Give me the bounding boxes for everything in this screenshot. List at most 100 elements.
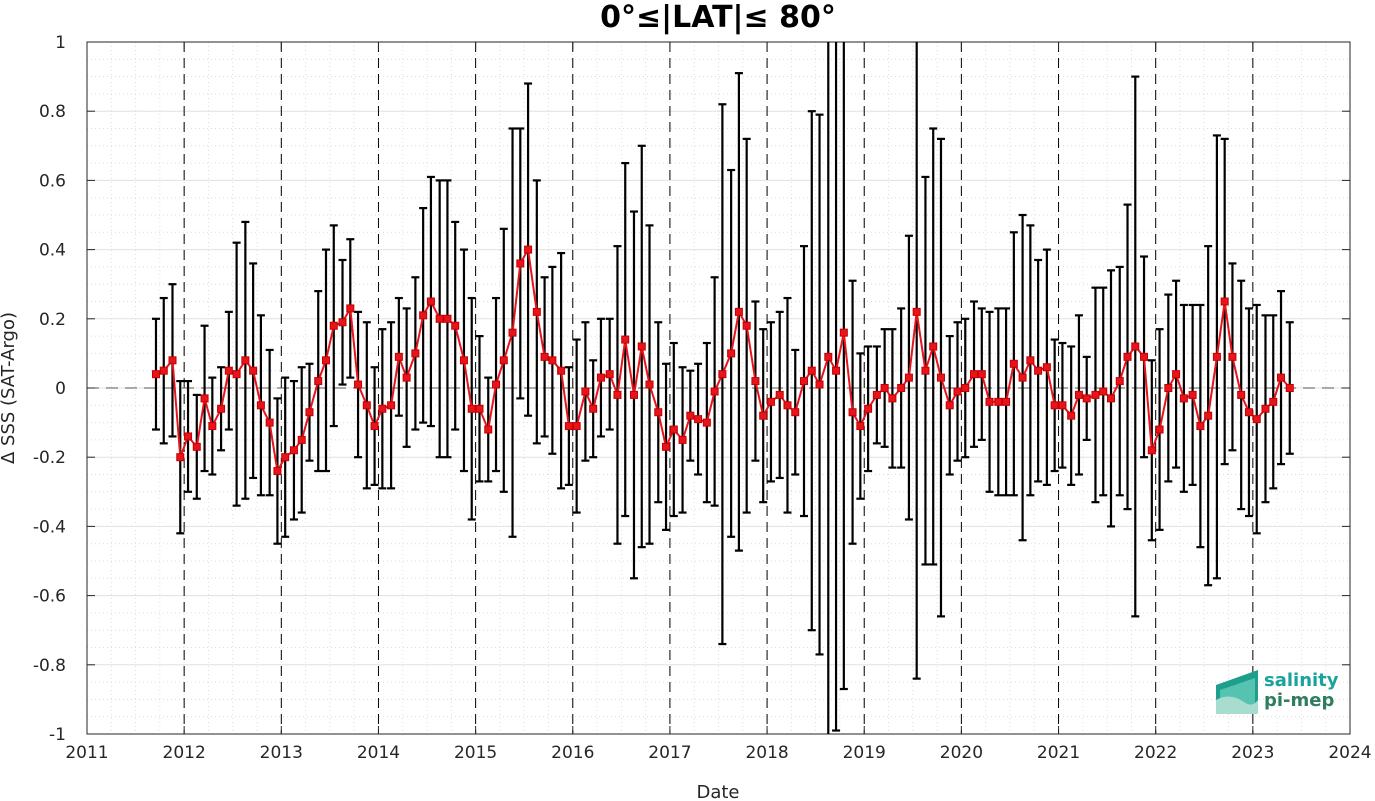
data-point-marker xyxy=(1026,356,1035,365)
x-axis-label: Date xyxy=(696,782,739,801)
data-point-marker xyxy=(921,366,930,375)
x-tick-label: 2018 xyxy=(745,743,788,763)
x-tick-label: 2019 xyxy=(843,743,886,763)
y-tick-label: -1 xyxy=(49,725,66,745)
data-point-marker xyxy=(629,390,638,399)
data-point-marker xyxy=(492,380,501,389)
data-point-marker xyxy=(1067,411,1076,420)
data-point-marker xyxy=(581,387,590,396)
data-point-marker xyxy=(1099,387,1108,396)
data-point-marker xyxy=(832,366,841,375)
data-point-marker xyxy=(314,377,323,386)
y-tick-label: 0.8 xyxy=(39,102,66,122)
data-point-marker xyxy=(1155,425,1164,434)
data-point-marker xyxy=(499,356,508,365)
data-point-marker xyxy=(1212,352,1221,361)
y-tick-label: 0.2 xyxy=(39,310,66,330)
data-point-marker xyxy=(387,401,396,410)
data-point-marker xyxy=(192,442,201,451)
data-point-marker xyxy=(1050,401,1059,410)
data-point-marker xyxy=(1277,373,1286,382)
data-point-marker xyxy=(1115,377,1124,386)
data-point-marker xyxy=(936,373,945,382)
data-point-marker xyxy=(540,352,549,361)
data-point-marker xyxy=(1140,352,1149,361)
data-point-marker xyxy=(1034,366,1043,375)
data-point-marker xyxy=(1228,352,1237,361)
data-point-marker xyxy=(589,404,598,413)
logo-text-pi-mep: pi-mep xyxy=(1264,690,1334,711)
data-point-marker xyxy=(467,404,476,413)
data-point-marker xyxy=(329,321,338,330)
data-point-marker xyxy=(904,373,913,382)
data-point-marker xyxy=(994,397,1003,406)
data-point-marker xyxy=(451,321,460,330)
data-point-marker xyxy=(1237,390,1246,399)
data-point-marker xyxy=(1082,394,1091,403)
data-point-marker xyxy=(370,422,379,431)
data-point-marker xyxy=(678,435,687,444)
data-point-marker xyxy=(426,297,435,306)
logo-wave-icon xyxy=(1216,670,1258,714)
data-point-marker xyxy=(1164,384,1173,392)
y-tick-label: 0 xyxy=(55,379,66,399)
data-point-marker xyxy=(669,425,678,434)
data-point-marker xyxy=(897,384,906,392)
data-point-marker xyxy=(637,342,646,351)
data-point-marker xyxy=(742,321,751,330)
data-point-marker xyxy=(775,390,784,399)
data-point-marker xyxy=(273,467,282,476)
data-point-marker xyxy=(532,307,541,316)
data-point-marker xyxy=(702,418,711,427)
y-tick-label: -0.8 xyxy=(33,656,66,676)
data-point-marker xyxy=(256,401,265,410)
data-point-marker xyxy=(686,411,695,420)
data-point-marker xyxy=(564,422,573,431)
data-point-marker xyxy=(241,356,250,365)
data-point-marker xyxy=(548,356,557,365)
data-point-marker xyxy=(1147,446,1156,455)
data-point-marker xyxy=(224,366,233,375)
x-tick-label: 2023 xyxy=(1231,743,1274,763)
data-point-marker xyxy=(1002,397,1011,406)
data-point-marker xyxy=(864,404,873,413)
data-point-marker xyxy=(1107,394,1116,403)
data-point-marker xyxy=(929,342,938,351)
data-point-marker xyxy=(289,446,298,455)
data-point-marker xyxy=(508,328,517,337)
data-point-marker xyxy=(217,404,226,413)
data-point-marker xyxy=(912,307,921,316)
data-point-marker xyxy=(1244,408,1253,417)
data-point-marker xyxy=(1009,359,1018,368)
data-point-marker xyxy=(734,307,743,316)
data-point-marker xyxy=(799,377,808,386)
data-point-marker xyxy=(953,387,962,396)
data-point-marker xyxy=(1196,422,1205,431)
data-point-marker xyxy=(654,408,663,417)
data-point-marker xyxy=(824,352,833,361)
x-tick-label: 2021 xyxy=(1037,743,1080,763)
data-point-marker xyxy=(176,453,185,462)
data-point-marker xyxy=(1172,370,1181,379)
y-tick-label: 0.4 xyxy=(39,241,66,261)
y-axis-ticks: -1 -0.8 -0.6 -0.4 -0.2 0 0.2 0.4 0.6 0.8 1 xyxy=(33,33,1350,745)
data-point-marker xyxy=(759,411,768,420)
data-point-marker xyxy=(961,384,970,392)
data-point-marker xyxy=(621,335,630,344)
data-point-marker xyxy=(662,442,671,451)
data-point-marker xyxy=(394,352,403,361)
series-markers xyxy=(151,245,1294,476)
data-point-marker xyxy=(596,373,605,382)
x-tick-label: 2015 xyxy=(454,743,497,763)
data-point-marker xyxy=(1131,342,1140,351)
data-point-marker xyxy=(1261,404,1270,413)
data-point-marker xyxy=(856,422,865,431)
x-tick-label: 2017 xyxy=(648,743,691,763)
y-tick-label: -0.6 xyxy=(33,587,66,607)
data-point-marker xyxy=(281,453,290,462)
data-point-marker xyxy=(419,311,428,320)
data-point-marker xyxy=(977,370,986,379)
x-tick-label: 2016 xyxy=(551,743,594,763)
data-point-marker xyxy=(265,418,274,427)
x-tick-label: 2024 xyxy=(1328,743,1371,763)
